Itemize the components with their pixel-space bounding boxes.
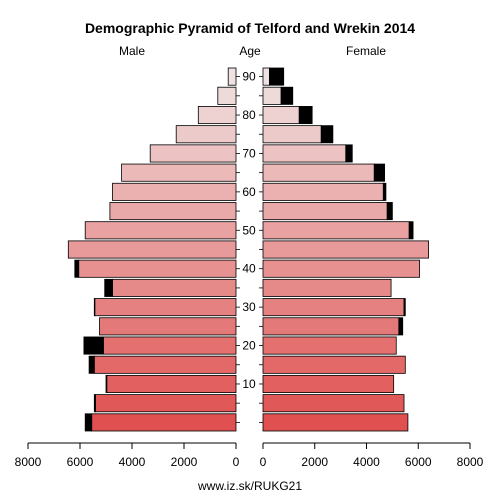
female-x-tick-label-8000: 8000 [457, 455, 484, 469]
female-excess-60-64 [382, 182, 387, 201]
axes-group: 10 20 30 40 50 60 70 80 90 0 0 2000 2000 4000 4000 6000… [15, 70, 484, 469]
female-bar-90+ [262, 67, 270, 86]
female-bar-40-44 [262, 259, 420, 278]
male-bar-5-9 [95, 394, 237, 413]
male-excess-35-39 [104, 278, 113, 297]
female-bar-5-9 [262, 394, 405, 413]
chart-title: Demographic Pyramid of Telford and Wreki… [85, 20, 415, 36]
female-bar-0-4 [262, 413, 409, 432]
male-x-tick-label-2000: 2000 [171, 455, 198, 469]
male-bar-80-84 [197, 106, 237, 125]
female-bar-65-69 [262, 163, 375, 182]
age-label-30: 30 [242, 300, 256, 314]
female-excess-65-69 [373, 163, 386, 182]
female-bar-50-54 [262, 221, 410, 240]
male-bar-55-59 [109, 202, 237, 221]
female-excess-55-59 [386, 202, 393, 221]
male-bar-20-24 [103, 336, 237, 355]
male-bar-60-64 [112, 182, 237, 201]
male-bar-65-69 [121, 163, 237, 182]
female-bar-70-74 [262, 144, 347, 163]
male-excess-15-19 [88, 355, 95, 374]
male-excess-5-9 [93, 394, 97, 413]
age-label-90: 90 [242, 70, 256, 84]
male-bar-85-89 [217, 86, 237, 105]
male-label: Male [119, 44, 145, 58]
male-bar-45-49 [67, 240, 237, 259]
male-excess-0-4 [84, 413, 93, 432]
male-bar-10-14 [106, 374, 237, 393]
female-bar-45-49 [262, 240, 430, 259]
female-bar-10-14 [262, 374, 395, 393]
male-bar-25-29 [99, 317, 237, 336]
age-label-20: 20 [242, 339, 256, 353]
female-bar-20-24 [262, 336, 397, 355]
female-bar-60-64 [262, 182, 384, 201]
male-excess-10-14 [105, 374, 108, 393]
female-bar-75-79 [262, 125, 322, 144]
male-x-tick-label-6000: 6000 [67, 455, 94, 469]
female-bar-85-89 [262, 86, 282, 105]
female-bar-30-34 [262, 298, 405, 317]
male-x-tick-label-4000: 4000 [119, 455, 146, 469]
male-bar-40-44 [78, 259, 237, 278]
female-x-tick-label-4000: 4000 [353, 455, 380, 469]
female-x-tick-label-6000: 6000 [405, 455, 432, 469]
female-excess-70-74 [345, 144, 353, 163]
female-x-tick-label-2000: 2000 [301, 455, 328, 469]
female-excess-25-29 [398, 317, 404, 336]
female-excess-50-54 [408, 221, 414, 240]
female-excess-30-34 [403, 298, 406, 317]
female-excess-90+ [269, 67, 285, 86]
female-bar-35-39 [262, 278, 392, 297]
footer-url: www.iz.sk/RUKG21 [197, 479, 302, 493]
female-label: Female [346, 44, 386, 58]
female-bar-25-29 [262, 317, 400, 336]
male-bar-35-39 [112, 278, 237, 297]
male-bar-50-54 [84, 221, 237, 240]
male-excess-30-34 [93, 298, 96, 317]
male-x-tick-label-8000: 8000 [15, 455, 42, 469]
female-bar-80-84 [262, 106, 300, 125]
male-bar-75-79 [175, 125, 237, 144]
male-excess-20-24 [83, 336, 104, 355]
male-bar-0-4 [91, 413, 237, 432]
age-label-10: 10 [242, 377, 256, 391]
female-excess-85-89 [280, 86, 294, 105]
female-x-tick-label-0: 0 [260, 455, 267, 469]
male-bar-90+ [227, 67, 237, 86]
male-bar-30-34 [94, 298, 237, 317]
male-bar-70-74 [149, 144, 237, 163]
age-label-60: 60 [242, 185, 256, 199]
male-x-tick-label-0: 0 [233, 455, 240, 469]
age-label-40: 40 [242, 262, 256, 276]
age-label-50: 50 [242, 223, 256, 237]
male-excess-40-44 [74, 259, 80, 278]
female-bar-55-59 [262, 202, 388, 221]
female-excess-75-79 [320, 125, 334, 144]
male-bar-15-19 [93, 355, 237, 374]
female-bar-15-19 [262, 355, 406, 374]
age-label-70: 70 [242, 146, 256, 160]
age-axis-label: Age [239, 44, 261, 58]
age-label-80: 80 [242, 108, 256, 122]
female-excess-80-84 [298, 106, 313, 125]
